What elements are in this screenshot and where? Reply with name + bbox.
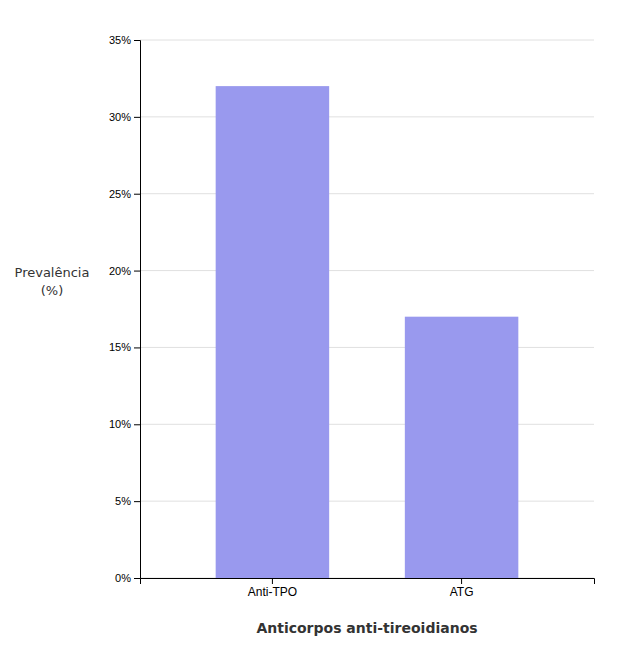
tick-mark (272, 578, 273, 584)
tick-label: 15% (109, 341, 131, 353)
tick: ATG (450, 578, 474, 599)
grid-line (140, 193, 594, 194)
chart: 0% 5% 10% 15% 20% 25% 30% 35% Anti-TPO ATG Prevalê… (0, 0, 624, 668)
tick-mark (461, 578, 462, 584)
tick: 15% (109, 341, 140, 353)
axis-title: (%) (41, 283, 64, 298)
plot: 0% 5% 10% 15% 20% 25% 30% 35% Anti-TPO ATG Prevalê… (15, 34, 595, 636)
grid-line (140, 40, 594, 41)
grid-line (140, 347, 594, 348)
tick-mark (134, 424, 140, 425)
grid-line (140, 116, 594, 117)
axis-title: Anticorpos anti-tireoidianos (256, 620, 477, 636)
tick: 35% (109, 34, 140, 46)
tick-label: 30% (109, 111, 131, 123)
axis-title: Prevalência (15, 265, 90, 280)
tick-label: Anti-TPO (248, 585, 297, 599)
tick-mark (134, 271, 140, 272)
x-axis: Anti-TPO ATG (141, 578, 595, 599)
tick-label: 5% (115, 495, 131, 507)
tick-label: 35% (109, 34, 131, 46)
tick: 25% (109, 188, 140, 200)
tick-label: 10% (109, 418, 131, 430)
tick-label: 25% (109, 188, 131, 200)
tick: 20% (109, 265, 140, 277)
tick: 5% (115, 495, 140, 507)
axis-line (134, 41, 141, 579)
bar (405, 317, 519, 578)
tick-label: 0% (115, 572, 131, 584)
tick-mark (134, 40, 140, 41)
tick-mark (134, 578, 140, 579)
tick: 10% (109, 418, 140, 430)
tick: 30% (109, 111, 140, 123)
tick: Anti-TPO (248, 578, 297, 599)
bars (216, 86, 519, 578)
tick-mark (134, 194, 140, 195)
grid (140, 40, 594, 578)
tick-mark (134, 347, 140, 348)
tick-mark (134, 117, 140, 118)
grid-line (140, 424, 594, 425)
bar (216, 86, 330, 578)
tick-label: ATG (450, 585, 474, 599)
tick: 0% (115, 572, 140, 584)
y-axis: 0% 5% 10% 15% 20% 25% 30% 35% (109, 34, 141, 584)
grid-line (140, 501, 594, 502)
grid-line (140, 270, 594, 271)
tick-mark (134, 501, 140, 502)
axis-line (141, 579, 595, 585)
tick-label: 20% (109, 265, 131, 277)
